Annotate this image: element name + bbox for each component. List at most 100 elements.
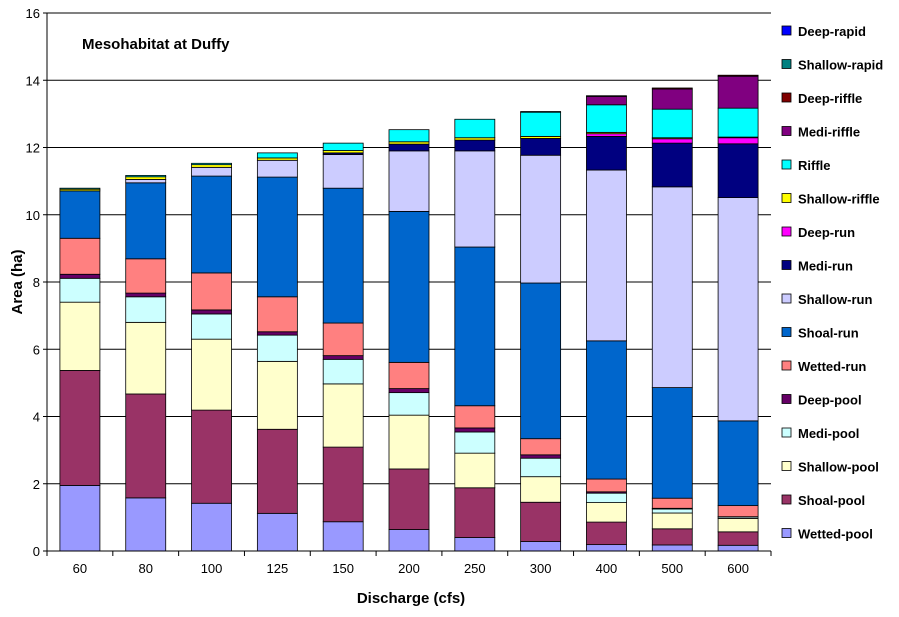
bar-segment-wetted-pool: [323, 522, 363, 551]
bar-segment-shoal-pool: [718, 532, 758, 545]
bar-segment-medi-run: [455, 140, 495, 151]
bar-segment-shoal-pool: [521, 502, 561, 541]
bar-stack-60: [60, 188, 100, 551]
bar-segment-wetted-run: [455, 406, 495, 428]
y-tick-label: 16: [26, 6, 40, 21]
bar-segment-riffle: [389, 130, 429, 142]
legend-swatch: [782, 93, 791, 102]
bar-segment-deep-pool: [521, 455, 561, 458]
y-tick-label: 0: [33, 544, 40, 559]
bar-segment-shallow-pool: [389, 415, 429, 469]
bar-segment-deep-run: [586, 134, 626, 137]
legend-label: Medi-pool: [798, 426, 859, 441]
legend-swatch: [782, 529, 791, 538]
bar-segment-wetted-run: [126, 259, 166, 293]
bar-stack-400: [586, 96, 626, 551]
bar-segment-medi-run: [389, 144, 429, 151]
bar-segment-shoal-run: [521, 283, 561, 439]
legend-label: Deep-run: [798, 225, 855, 240]
bar-segment-shoal-pool: [389, 469, 429, 530]
bar-segment-medi-pool: [60, 278, 100, 302]
bar-segment-riffle: [455, 119, 495, 137]
bar-segment-shallow-run: [192, 167, 232, 176]
bar-segment-shallow-run: [126, 179, 166, 182]
bar-segment-shallow-pool: [192, 339, 232, 410]
legend-label: Shoal-run: [798, 326, 859, 341]
bar-segment-shallow-pool: [586, 503, 626, 523]
bar-segment-wetted-pool: [126, 498, 166, 551]
bar-stack-80: [126, 175, 166, 551]
legend-label: Deep-riffle: [798, 91, 862, 106]
bar-segment-wetted-run: [521, 439, 561, 455]
bar-segment-shoal-pool: [652, 529, 692, 545]
x-tick-label: 500: [661, 561, 683, 576]
y-tick-label: 12: [26, 141, 40, 156]
bar-segment-shoal-run: [323, 188, 363, 323]
bar-segment-medi-pool: [323, 359, 363, 384]
bar-stack-200: [389, 130, 429, 551]
bar-segment-wetted-run: [323, 323, 363, 356]
bar-segment-deep-run: [718, 138, 758, 144]
bar-segment-shallow-pool: [257, 361, 297, 429]
bar-segment-wetted-pool: [718, 545, 758, 551]
bar-segment-deep-riffle: [718, 75, 758, 76]
bar-segment-shoal-run: [389, 211, 429, 362]
y-tick-label: 14: [26, 73, 40, 88]
bar-segment-wetted-pool: [389, 529, 429, 551]
bar-segment-shallow-pool: [718, 518, 758, 531]
legend-swatch: [782, 495, 791, 504]
bar-segment-deep-pool: [257, 332, 297, 335]
bar-segment-shoal-run: [257, 177, 297, 297]
bar-segment-shallow-run: [652, 187, 692, 388]
bar-segment-shallow-run: [389, 151, 429, 212]
bar-segment-deep-riffle: [586, 96, 626, 97]
bar-segment-shoal-pool: [455, 488, 495, 538]
bar-segment-wetted-run: [257, 297, 297, 332]
bar-segment-shoal-run: [652, 388, 692, 499]
bar-stack-300: [521, 112, 561, 551]
legend-swatch: [782, 428, 791, 437]
bar-segment-riffle: [652, 109, 692, 138]
bar-segment-riffle: [586, 105, 626, 133]
bar-segment-medi-pool: [389, 393, 429, 416]
bar-segment-wetted-pool: [652, 545, 692, 551]
bar-segment-medi-pool: [652, 509, 692, 513]
bar-segment-shoal-run: [126, 183, 166, 259]
bar-segment-medi-riffle: [718, 76, 758, 108]
bar-segment-deep-pool: [192, 310, 232, 314]
bar-segment-wetted-run: [718, 506, 758, 517]
x-tick-label: 250: [464, 561, 486, 576]
bar-segment-medi-run: [521, 138, 561, 155]
x-tick-label: 150: [332, 561, 354, 576]
bar-segment-shoal-pool: [126, 394, 166, 498]
bar-segment-medi-riffle: [586, 96, 626, 104]
bar-segment-riffle: [192, 163, 232, 164]
legend-swatch: [782, 127, 791, 136]
bar-segment-medi-riffle: [521, 112, 561, 113]
bar-segment-shallow-run: [521, 155, 561, 283]
bar-segment-shoal-run: [192, 176, 232, 273]
y-tick-label: 6: [33, 342, 40, 357]
bar-segment-wetted-run: [586, 479, 626, 492]
legend-label: Riffle: [798, 158, 831, 173]
legend-swatch: [782, 361, 791, 370]
x-tick-label: 80: [138, 561, 152, 576]
bar-segment-medi-run: [718, 144, 758, 198]
bar-segment-deep-pool: [60, 274, 100, 278]
bar-segment-shoal-run: [455, 247, 495, 406]
bar-segment-wetted-run: [652, 498, 692, 508]
bar-segment-shallow-pool: [323, 384, 363, 447]
y-tick-label: 2: [33, 477, 40, 492]
bar-segment-shallow-run: [257, 160, 297, 177]
bar-segment-shallow-run: [455, 151, 495, 247]
legend-label: Shallow-rapid: [798, 58, 883, 73]
bar-segment-wetted-run: [60, 238, 100, 274]
legend-swatch: [782, 160, 791, 169]
bar-segment-medi-pool: [521, 458, 561, 476]
bar-segment-shallow-run: [586, 170, 626, 341]
legend-label: Shallow-run: [798, 292, 872, 307]
chart-title: Mesohabitat at Duffy: [82, 36, 230, 53]
legend-item-shallow-rapid: Shallow-rapid: [782, 58, 883, 73]
bar-segment-wetted-pool: [257, 513, 297, 551]
